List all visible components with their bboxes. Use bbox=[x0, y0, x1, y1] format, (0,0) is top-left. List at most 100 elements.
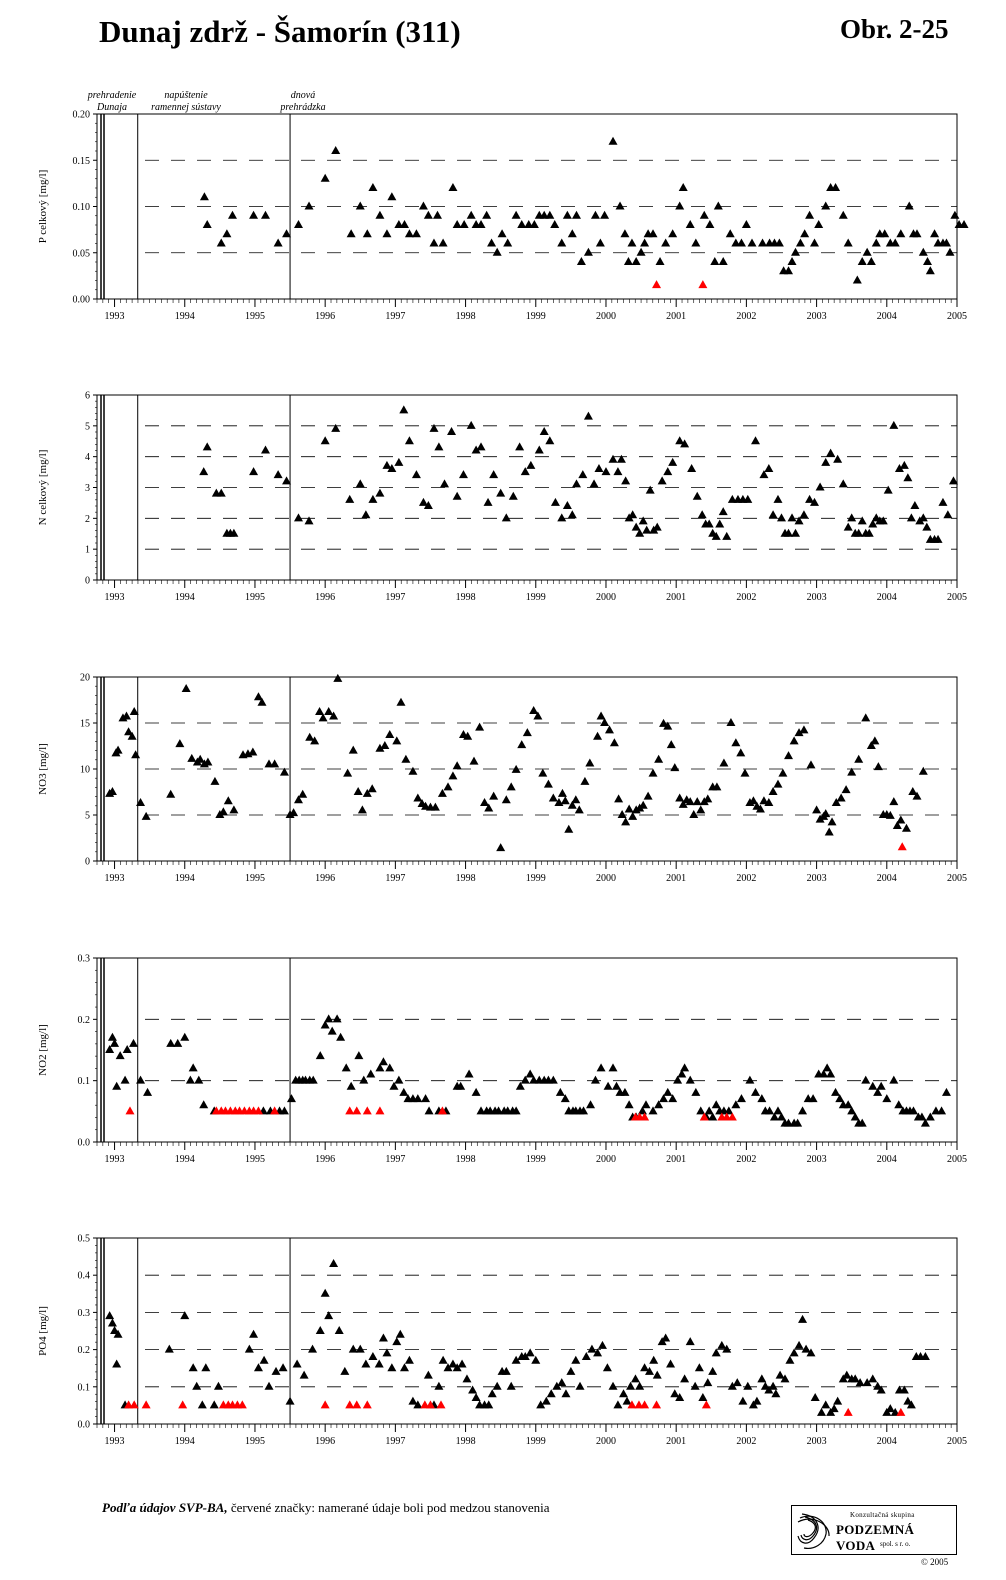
data-marker bbox=[798, 1106, 808, 1115]
data-marker bbox=[776, 1112, 786, 1121]
page-title: Dunaj zdrž - Šamorín (311) bbox=[99, 14, 461, 49]
x-tick-label: 1993 bbox=[105, 873, 125, 884]
data-marker bbox=[852, 275, 862, 284]
data-marker bbox=[574, 805, 584, 814]
data-marker bbox=[741, 220, 751, 228]
data-marker bbox=[613, 467, 623, 476]
data-marker bbox=[847, 1106, 857, 1115]
data-marker bbox=[918, 513, 928, 522]
data-marker bbox=[791, 528, 801, 537]
below-limit-marker bbox=[270, 1106, 280, 1115]
footnote-text: červené značky: namerané údaje boli pod … bbox=[227, 1500, 550, 1515]
data-marker bbox=[374, 1359, 384, 1368]
x-tick-label: 2002 bbox=[736, 311, 756, 322]
logo-line-3: spol. s r. o. bbox=[880, 1540, 911, 1548]
data-marker bbox=[557, 513, 567, 522]
below-limit-marker bbox=[640, 1400, 650, 1409]
data-marker bbox=[571, 479, 581, 488]
data-marker bbox=[463, 731, 473, 740]
data-marker bbox=[216, 238, 226, 247]
data-marker bbox=[847, 767, 857, 776]
y-tick-label: 0.4 bbox=[78, 1271, 91, 1282]
data-marker bbox=[387, 464, 397, 472]
data-marker bbox=[636, 247, 646, 256]
below-limit-marker bbox=[362, 1400, 372, 1409]
data-marker bbox=[768, 1381, 778, 1390]
data-marker bbox=[359, 1075, 369, 1084]
below-limit-marker bbox=[843, 1407, 853, 1416]
data-marker bbox=[382, 1348, 392, 1357]
below-limit-marker bbox=[320, 1400, 330, 1409]
data-marker bbox=[838, 210, 848, 219]
x-tick-label: 1993 bbox=[105, 311, 125, 322]
data-marker bbox=[912, 229, 922, 238]
data-marker bbox=[831, 183, 841, 191]
data-marker bbox=[199, 1100, 209, 1109]
data-marker bbox=[408, 1396, 418, 1405]
data-marker bbox=[868, 519, 878, 528]
data-marker bbox=[821, 457, 831, 466]
data-marker bbox=[691, 1087, 701, 1096]
data-marker bbox=[378, 1333, 388, 1342]
data-marker bbox=[396, 697, 406, 706]
data-marker bbox=[843, 238, 853, 247]
data-marker bbox=[324, 1014, 334, 1023]
data-marker bbox=[378, 1057, 388, 1066]
data-marker bbox=[289, 808, 299, 817]
data-marker bbox=[922, 522, 932, 531]
x-tick-label: 1996 bbox=[315, 311, 335, 322]
data-marker bbox=[539, 427, 549, 435]
data-marker bbox=[285, 1396, 295, 1405]
below-limit-marker bbox=[897, 842, 907, 851]
data-marker bbox=[826, 1069, 836, 1078]
data-marker bbox=[743, 494, 753, 503]
data-marker bbox=[800, 229, 810, 238]
x-tick-label: 1999 bbox=[526, 1436, 546, 1447]
data-marker bbox=[906, 513, 916, 522]
below-limit-marker bbox=[436, 1400, 446, 1409]
x-tick-label: 1996 bbox=[315, 1436, 335, 1447]
data-marker bbox=[764, 798, 774, 807]
data-marker bbox=[882, 1094, 892, 1103]
data-marker bbox=[854, 528, 864, 537]
x-tick-label: 1994 bbox=[175, 311, 195, 322]
data-marker bbox=[362, 788, 372, 797]
logo-icon bbox=[797, 1513, 830, 1549]
data-marker bbox=[368, 1352, 378, 1361]
data-marker bbox=[603, 1081, 613, 1090]
data-marker bbox=[580, 776, 590, 785]
data-marker bbox=[585, 758, 595, 767]
data-marker bbox=[429, 423, 439, 432]
data-marker bbox=[831, 798, 841, 807]
chart-panel-3: 0 5 10 15 20 NO3 [mg/l] 1993 1994 1995 1996 1997 19… bbox=[37, 673, 967, 885]
data-marker bbox=[483, 497, 493, 506]
data-marker bbox=[522, 728, 532, 737]
data-marker bbox=[680, 1374, 690, 1383]
data-marker bbox=[331, 423, 341, 432]
data-marker bbox=[652, 1370, 662, 1379]
data-marker bbox=[387, 192, 397, 201]
data-marker bbox=[315, 1051, 325, 1060]
data-marker bbox=[917, 1112, 927, 1121]
data-marker bbox=[648, 1106, 658, 1115]
data-marker bbox=[824, 827, 834, 836]
data-marker bbox=[413, 1094, 423, 1103]
data-marker bbox=[533, 711, 543, 720]
data-marker bbox=[690, 1381, 700, 1390]
x-tick-label: 2003 bbox=[807, 1436, 827, 1447]
data-marker bbox=[712, 782, 722, 791]
x-tick-label: 2004 bbox=[877, 1154, 897, 1165]
data-marker bbox=[131, 750, 141, 759]
data-marker bbox=[531, 1355, 541, 1364]
data-marker bbox=[799, 510, 809, 519]
data-marker bbox=[805, 494, 815, 503]
data-marker bbox=[920, 1118, 930, 1127]
data-marker bbox=[567, 800, 577, 809]
data-marker bbox=[692, 797, 702, 806]
data-marker bbox=[418, 497, 428, 506]
data-marker bbox=[648, 768, 658, 777]
y-tick-label: 0.05 bbox=[73, 248, 91, 259]
data-marker bbox=[227, 210, 237, 219]
y-axis-label: NO3 [mg/l] bbox=[37, 743, 49, 795]
data-marker bbox=[595, 238, 605, 247]
